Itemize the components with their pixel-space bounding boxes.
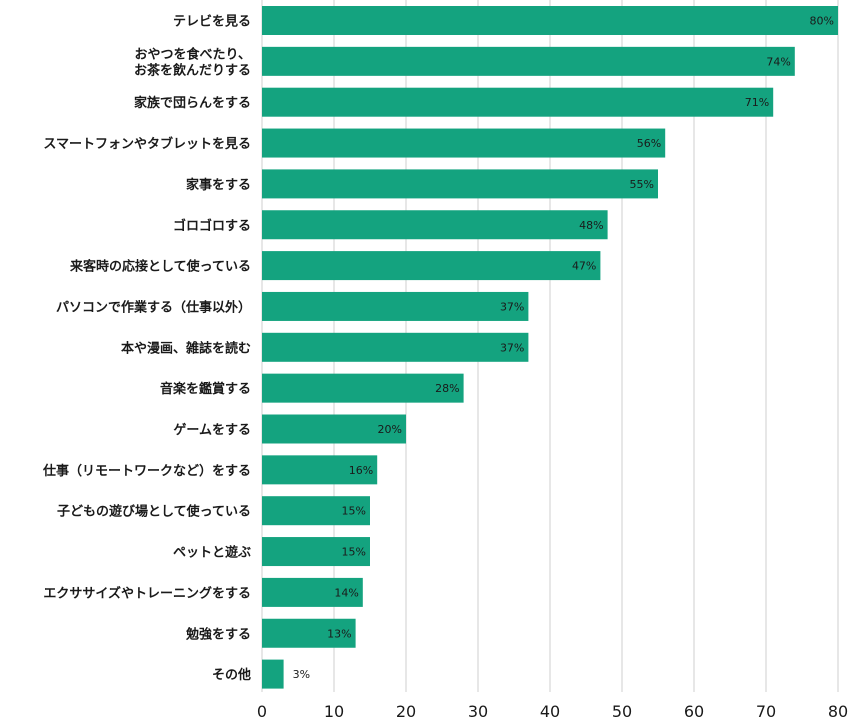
x-tick-label: 60 bbox=[684, 702, 704, 721]
bar bbox=[262, 6, 838, 35]
value-label: 71% bbox=[745, 96, 769, 109]
bar bbox=[262, 169, 658, 199]
category-label: テレビを見る bbox=[173, 14, 251, 30]
value-label: 37% bbox=[500, 341, 524, 354]
category-label: パソコンで作業する（仕事以外） bbox=[56, 299, 251, 315]
bar bbox=[262, 210, 608, 240]
bar bbox=[262, 577, 363, 607]
bar bbox=[262, 332, 529, 362]
bar bbox=[262, 618, 356, 648]
category-labels: テレビを見るおやつを食べたり、お茶を飲んだりする家族で団らんをするスマートフォン… bbox=[42, 14, 251, 684]
bar bbox=[262, 128, 666, 158]
value-label: 47% bbox=[572, 260, 596, 273]
value-label: 56% bbox=[637, 137, 661, 150]
value-label: 20% bbox=[378, 423, 402, 436]
x-tick-label: 50 bbox=[612, 702, 632, 721]
bar bbox=[262, 659, 284, 689]
x-tick-label: 0 bbox=[257, 702, 267, 721]
x-tick-label: 10 bbox=[324, 702, 344, 721]
bar bbox=[262, 496, 370, 526]
bar bbox=[262, 537, 370, 567]
value-label: 55% bbox=[630, 178, 654, 191]
value-label: 3% bbox=[293, 668, 310, 681]
category-label: 家族で団らんをする bbox=[134, 95, 251, 111]
bars bbox=[262, 6, 838, 689]
category-label: 家事をする bbox=[186, 177, 251, 193]
bar bbox=[262, 87, 774, 117]
value-label: 74% bbox=[766, 55, 790, 68]
category-label: 来客時の応接として使っている bbox=[69, 259, 251, 275]
value-label: 28% bbox=[435, 382, 459, 395]
category-label: おやつを食べたり、お茶を飲んだりする bbox=[134, 46, 251, 78]
category-label: その他 bbox=[212, 667, 251, 683]
value-label: 14% bbox=[334, 586, 358, 599]
category-label: 仕事（リモートワークなど）をする bbox=[42, 463, 251, 479]
bar bbox=[262, 46, 795, 76]
bar bbox=[262, 455, 378, 485]
bar bbox=[262, 414, 406, 444]
bar bbox=[262, 373, 464, 403]
category-label: 子どもの遊び場として使っている bbox=[57, 504, 251, 520]
x-axis-ticks: 0 10 20 30 40 50 60 70 80 bbox=[257, 702, 848, 721]
value-label: 13% bbox=[327, 627, 351, 640]
x-tick-label: 40 bbox=[540, 702, 560, 721]
value-label: 15% bbox=[342, 505, 366, 518]
x-tick-label: 80 bbox=[828, 702, 848, 721]
category-label: ペットと遊ぶ bbox=[173, 545, 251, 561]
category-label: ゴロゴロする bbox=[173, 218, 251, 234]
value-label: 80% bbox=[810, 15, 834, 28]
x-tick-label: 70 bbox=[756, 702, 776, 721]
value-label: 37% bbox=[500, 300, 524, 313]
value-label: 48% bbox=[579, 219, 603, 232]
value-label: 16% bbox=[349, 464, 373, 477]
bar bbox=[262, 251, 601, 281]
x-tick-label: 30 bbox=[468, 702, 488, 721]
value-label: 15% bbox=[342, 546, 366, 559]
category-label: エクササイズやトレーニングをする bbox=[43, 585, 251, 601]
bar bbox=[262, 291, 529, 321]
category-label: スマートフォンやタブレットを見る bbox=[43, 136, 251, 152]
category-label: 音楽を鑑賞する bbox=[160, 381, 251, 397]
category-label: 本や漫画、雑誌を読む bbox=[121, 340, 251, 356]
value-labels: 80% 74% 71% 56% 55% 48% 47% 37% 37% 28% 20% 16% 15% 1… bbox=[293, 15, 834, 682]
category-label: 勉強をする bbox=[185, 626, 251, 642]
x-tick-label: 20 bbox=[396, 702, 416, 721]
category-label: ゲームをする bbox=[173, 422, 251, 438]
